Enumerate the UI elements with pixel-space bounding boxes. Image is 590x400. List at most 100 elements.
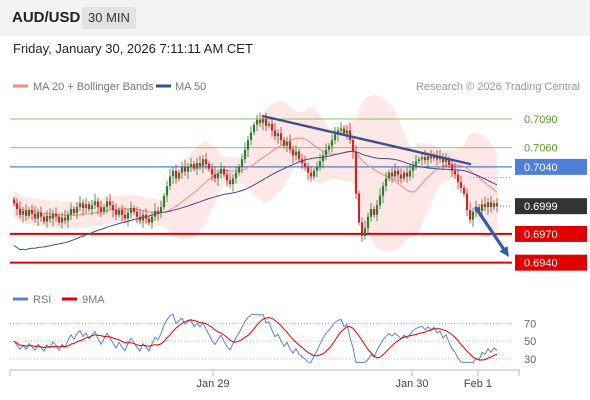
candle-body — [51, 213, 55, 219]
candle-body — [279, 133, 283, 141]
candle-body — [291, 149, 295, 156]
candle-body — [477, 207, 481, 211]
candle-body — [168, 176, 172, 187]
candle-body — [174, 170, 178, 179]
candle-body — [468, 209, 472, 220]
candle-body — [201, 159, 205, 166]
ma20-line — [13, 137, 498, 216]
candle-body — [123, 214, 127, 219]
support-level-tag — [515, 225, 587, 242]
candle-body — [204, 159, 208, 165]
candle-body — [135, 211, 139, 217]
support-level-label: 0.6970 — [524, 229, 558, 241]
candle-body — [57, 216, 61, 223]
candle-body — [93, 201, 97, 206]
rsi-ma-line — [13, 316, 498, 361]
rsi-tick-label: 50 — [524, 336, 536, 348]
candle-body — [210, 168, 214, 175]
candle-body — [84, 204, 88, 209]
candle-body — [108, 201, 112, 206]
candle-body — [441, 157, 445, 163]
candle-body — [42, 216, 46, 222]
candle-body — [426, 156, 430, 161]
candle-body — [483, 204, 487, 208]
candle-body — [294, 151, 298, 156]
candle-body — [81, 203, 85, 209]
candle-body — [78, 203, 82, 208]
x-tick-label: Jan 29 — [196, 378, 229, 390]
candle-body — [156, 210, 160, 213]
last-price-tag — [515, 198, 587, 215]
candle-body — [219, 168, 223, 174]
candle-body — [24, 210, 28, 216]
candle-body — [471, 211, 475, 220]
candle-body — [231, 178, 235, 185]
candle-body — [249, 132, 253, 141]
candle-body — [306, 166, 310, 173]
candle-body — [255, 119, 259, 125]
candle-body — [246, 140, 250, 150]
forecast-arrow-head — [499, 246, 509, 257]
candle-body — [447, 159, 451, 165]
candle-body — [456, 174, 460, 183]
candle-body — [339, 128, 343, 131]
candle-body — [282, 140, 286, 146]
candle-body — [369, 209, 373, 217]
candle-body — [492, 203, 496, 208]
rsi-ma-legend-label: 9MA — [82, 294, 105, 306]
support-level-label: 0.6940 — [524, 258, 558, 270]
candle-body — [333, 134, 337, 141]
candle-body — [150, 216, 154, 223]
candle-body — [330, 140, 334, 146]
candle-body — [159, 207, 163, 213]
candle-body — [69, 209, 73, 215]
candle-body — [105, 201, 109, 208]
bollinger-band — [14, 95, 497, 252]
candle-body — [309, 172, 313, 177]
candle-body — [393, 170, 397, 177]
candle-body — [285, 141, 289, 146]
candle-body — [102, 207, 106, 212]
candle-body — [15, 203, 19, 210]
candle-body — [60, 217, 64, 223]
rsi-legend-label: RSI — [33, 294, 51, 306]
timeframe-button[interactable]: 30 MIN — [82, 7, 136, 29]
support-level-tag — [515, 254, 587, 271]
x-tick-label: Feb 1 — [464, 378, 492, 390]
candle-body — [189, 164, 193, 167]
rsi-tick-label: 30 — [524, 354, 536, 366]
candle-body — [390, 172, 394, 177]
candle-body — [96, 201, 100, 208]
candle-body — [90, 205, 94, 210]
candle-body — [36, 212, 40, 219]
candle-body — [180, 166, 184, 173]
candle-body — [324, 149, 328, 156]
trend-line — [261, 114, 472, 166]
candle-body — [183, 166, 187, 172]
candle-body — [327, 145, 331, 150]
candle-body — [363, 228, 367, 236]
candle-body — [462, 187, 466, 194]
candle-body — [420, 157, 424, 160]
credit-text: Research © 2026 Trading Central — [416, 81, 580, 93]
candle-body — [153, 210, 157, 217]
candle-body — [444, 159, 448, 163]
candle-body — [261, 118, 265, 123]
candle-body — [270, 123, 274, 131]
candle-body — [288, 141, 292, 150]
pivot-level-tag — [515, 158, 587, 175]
candle-body — [360, 222, 364, 236]
candle-body — [399, 174, 403, 179]
candle-body — [48, 215, 52, 219]
candle-body — [234, 172, 238, 179]
candle-body — [198, 163, 202, 166]
candle-body — [147, 218, 151, 223]
candle-body — [114, 209, 118, 215]
candle-body — [387, 172, 391, 179]
candle-body — [138, 216, 142, 221]
rsi-tick-label: 70 — [524, 318, 536, 330]
symbol-title: AUD/USD — [12, 9, 81, 26]
candle-body — [45, 215, 49, 222]
